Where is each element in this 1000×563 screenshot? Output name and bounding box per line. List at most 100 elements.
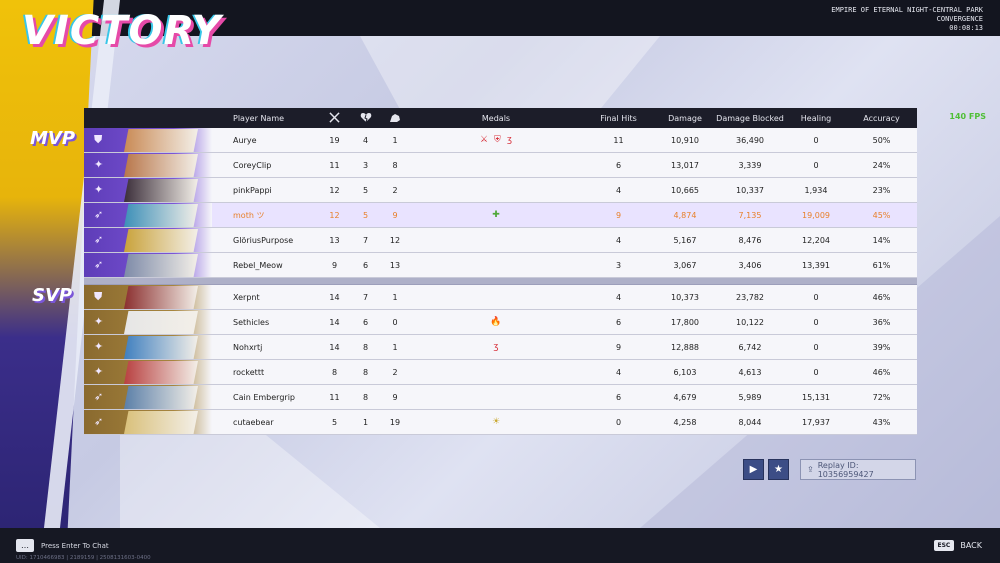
player-row[interactable]: ➶ Rebel_Meow 9 6 13 3 3,067 3,406 13,391 61% [84,253,917,278]
healing-value: 19,009 [802,210,830,220]
player-name[interactable]: CoreyClip [233,160,272,170]
assists-value: 2 [392,185,398,195]
healing-value: 0 [813,367,819,377]
accuracy-value: 39% [872,342,891,352]
healing-value: 0 [813,317,819,327]
player-name[interactable]: rockettt [233,367,265,377]
scoreboard: Player Name Medals Final Hits Damage Dam… [84,108,917,435]
accuracy-value: 23% [872,185,891,195]
player-name[interactable]: GlöriusPurpose [233,235,294,245]
accuracy-value: 72% [872,392,891,402]
chat-prompt[interactable]: … Press Enter To Chat [16,539,109,552]
broken-heart-icon [352,112,379,125]
top-bar [0,0,1000,36]
damage-value: 6,103 [673,367,697,377]
map-name: EMPIRE OF ETERNAL NIGHT-CENTRAL PARK [831,6,983,14]
kills-value: 12 [329,185,340,195]
chat-prompt-label: Press Enter To Chat [41,541,109,550]
player-row[interactable]: ➶ GlöriusPurpose 13 7 12 4 5,167 8,476 12,204 14% [84,228,917,253]
duelist-icon: ✦ [94,158,104,171]
player-name[interactable]: Cain Embergrip [233,392,295,402]
medals-header: Medals [481,113,511,123]
deaths-value: 7 [362,235,369,245]
player-row[interactable]: ✦ Sethicles 14 6 0 🔥 6 17,800 10,122 0 36% [84,310,917,335]
damage-blocked-value: 4,613 [738,367,762,377]
damage-value: 3,067 [673,260,697,270]
hero-portrait: ➶ [84,410,212,434]
accuracy-header: Accuracy [863,113,900,123]
play-replay-button[interactable]: ▶ [743,459,764,480]
player-row[interactable]: ✦ CoreyClip 11 3 8 6 13,017 3,339 0 24% [84,153,917,178]
assists-value: 12 [389,235,401,245]
match-time: 00:08:13 [949,24,983,32]
damage-value: 5,167 [673,235,697,245]
game-mode: CONVERGENCE [936,15,983,23]
hero-portrait: ✦ [84,360,212,384]
hero-portrait: ✦ [84,178,212,202]
player-name[interactable]: Nohxrtj [233,342,263,352]
damage-blocked-value: 7,135 [738,210,762,220]
damage-blocked-value: 8,476 [738,235,762,245]
player-row[interactable]: ✦ Nohxrtj 14 8 1 ʒ 9 12,888 6,742 0 39% [84,335,917,360]
hero-avatar [124,204,198,227]
vanguard-icon: ⛊ [94,290,103,303]
medals-cell: ☀ [411,417,581,427]
deaths-value: 7 [362,292,369,302]
player-row[interactable]: ⛊ Aurye 19 4 1 ⚔ ⛨ ʒ 11 10,910 36,490 0 50% [84,128,917,153]
player-name-header: Player Name [233,113,285,123]
assist-hand-icon [379,112,411,125]
strategist-icon: ➶ [94,208,104,221]
healing-value: 12,204 [802,235,830,245]
player-row[interactable]: ✦ pinkPappi 12 5 2 4 10,665 10,337 1,934 23% [84,178,917,203]
accuracy-value: 46% [872,367,891,377]
player-name[interactable]: Rebel_Meow [233,260,283,270]
kills-value: 14 [329,317,340,327]
deaths-value: 8 [362,392,369,402]
deaths-value: 8 [362,342,369,352]
medals-cell: ⚔ ⛨ ʒ [411,135,581,145]
hero-avatar [124,361,198,384]
player-row[interactable]: ➶ moth ツ 12 5 9 ✚ 9 4,874 7,135 19,009 45% [84,203,917,228]
final-hits-value: 6 [615,317,622,327]
replay-id-button[interactable]: ⇪ Replay ID: 10356959427 [800,459,916,480]
player-row[interactable]: ⛊ Xerpnt 14 7 1 4 10,373 23,782 0 46% [84,285,917,310]
deaths-value: 3 [362,160,369,170]
player-name[interactable]: moth ツ [233,210,265,220]
hero-portrait: ⛊ [84,285,212,309]
back-button[interactable]: ESC BACK [933,540,982,551]
hero-avatar [124,286,198,309]
damage-blocked-value: 10,337 [736,185,764,195]
mvp-label: MVP [30,128,76,149]
player-name[interactable]: Sethicles [233,317,270,327]
player-name[interactable]: pinkPappi [233,185,272,195]
player-row[interactable]: ✦ rockettt 8 8 2 4 6,103 4,613 0 46% [84,360,917,385]
player-name[interactable]: Xerpnt [233,292,260,302]
kills-value: 14 [329,292,340,302]
kills-value: 19 [329,135,340,145]
final-hits-value: 4 [615,367,622,377]
damage-blocked-value: 5,989 [738,392,762,402]
favorite-button[interactable]: ★ [768,459,789,480]
vanguard-icon: ⛊ [94,133,103,146]
hero-avatar [124,179,198,202]
healing-value: 0 [813,292,819,302]
medal-icon: ⛨ [494,135,501,145]
damage-value: 17,800 [671,317,699,327]
medals-cell: ✚ [411,210,581,220]
match-info: EMPIRE OF ETERNAL NIGHT-CENTRAL PARK CON… [831,6,983,33]
strategist-icon: ➶ [94,390,104,403]
player-row[interactable]: ➶ cutaebear 5 1 19 ☀ 0 4,258 8,044 17,937 43% [84,410,917,435]
replay-id-label: Replay ID: 10356959427 [817,460,874,479]
player-name[interactable]: cutaebear [233,417,274,427]
player-row[interactable]: ➶ Cain Embergrip 11 8 9 6 4,679 5,989 15,131 72% [84,385,917,410]
damage-value: 10,910 [671,135,699,145]
accuracy-value: 61% [872,260,891,270]
assists-value: 1 [392,342,398,352]
deaths-value: 4 [362,135,369,145]
player-name[interactable]: Aurye [233,135,257,145]
damage-blocked-value: 36,490 [736,135,764,145]
assists-value: 2 [392,367,398,377]
hero-portrait: ⛊ [84,128,212,152]
medal-icon: ✚ [492,210,500,220]
share-icon: ⇪ [807,465,814,474]
